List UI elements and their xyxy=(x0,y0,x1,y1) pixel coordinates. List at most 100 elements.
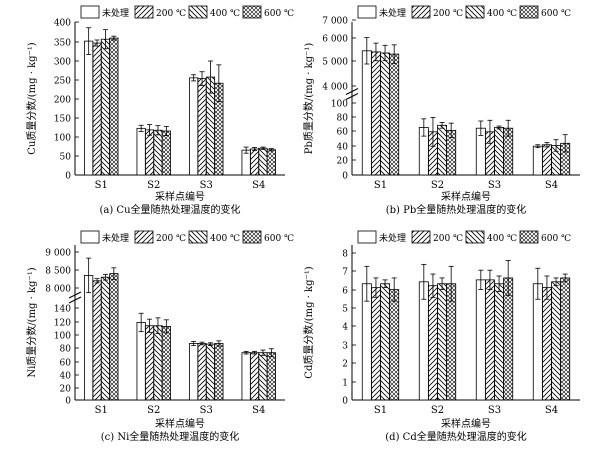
bar xyxy=(161,130,171,176)
legend-label: 200 ℃ xyxy=(156,9,186,19)
bar xyxy=(503,277,514,401)
x-axis-label: 采样点编号 xyxy=(155,190,205,203)
bar xyxy=(249,352,260,401)
x-tick-label: S2 xyxy=(431,180,444,191)
x-tick-label: S2 xyxy=(147,405,160,416)
chart-panel: 0 20 40 60 80 100 4 000 5 000 6 000 7 000 S1 S2 S3 S4… xyxy=(302,17,580,216)
x-tick-label: S4 xyxy=(545,180,558,191)
bar xyxy=(249,148,260,176)
bar xyxy=(100,276,111,401)
legend-swatch xyxy=(134,5,154,19)
y-tick-label: 0 xyxy=(65,397,71,407)
bar xyxy=(241,149,251,176)
y-tick-label: 120 xyxy=(54,319,71,329)
legend: 未处理 200 ℃ 400 ℃ 600 ℃ xyxy=(80,5,294,19)
bar xyxy=(484,279,495,401)
bar xyxy=(475,279,486,401)
legend-swatch xyxy=(519,5,539,19)
legend-label: 未处理 xyxy=(102,232,129,244)
y-axis-label: Cd质量分数/(mg · kg⁻¹) xyxy=(302,266,315,378)
bar xyxy=(109,37,119,176)
bar xyxy=(197,78,207,176)
y-tick-label: 150 xyxy=(54,115,71,125)
bar xyxy=(205,343,216,401)
bar xyxy=(92,280,102,401)
bar xyxy=(427,285,438,401)
bar xyxy=(144,129,155,176)
legend-swatch xyxy=(465,230,485,244)
y-tick-label: 6 xyxy=(342,287,348,297)
y-tick-label: 9 000 xyxy=(45,249,71,259)
bar xyxy=(541,287,552,401)
legend-label: 400 ℃ xyxy=(210,234,240,244)
legend-label: 600 ℃ xyxy=(541,9,571,19)
y-tick-label: 100 xyxy=(331,100,348,110)
x-tick-label: S4 xyxy=(545,405,558,416)
y-tick-label: 6 000 xyxy=(322,35,348,45)
bar xyxy=(380,283,391,401)
legend: 未处理 200 ℃ 400 ℃ 600 ℃ xyxy=(357,5,571,19)
x-tick-label: S3 xyxy=(488,180,501,191)
x-tick-label: S3 xyxy=(488,405,501,416)
y-tick-label: 80 xyxy=(60,345,72,355)
legend-swatch xyxy=(242,5,262,19)
legend-label: 200 ℃ xyxy=(433,234,463,244)
y-tick-label: 7 000 xyxy=(322,17,348,27)
legend-swatch xyxy=(357,230,377,244)
axis-break-mark xyxy=(68,291,82,299)
legend-label: 200 ℃ xyxy=(156,234,186,244)
bar xyxy=(266,149,276,176)
legend: 未处理 200 ℃ 400 ℃ 600 ℃ xyxy=(80,230,294,244)
x-tick-label: S4 xyxy=(252,405,265,416)
legend-label: 400 ℃ xyxy=(487,9,517,19)
bar xyxy=(189,343,199,401)
bar xyxy=(92,42,102,176)
bar xyxy=(389,289,400,401)
y-tick-label: 0 xyxy=(342,397,348,407)
y-tick-label: 3 xyxy=(342,342,348,352)
panel-caption: (a) Cu全量随热处理温度的变化 xyxy=(99,203,240,216)
legend-label: 600 ℃ xyxy=(264,234,294,244)
legend-label: 600 ℃ xyxy=(541,234,571,244)
y-tick-label: 60 xyxy=(60,359,72,369)
y-axis-label: Ni质量分数/(mg · kg⁻¹) xyxy=(25,267,38,377)
x-tick-label: S4 xyxy=(252,180,265,191)
y-tick-label: 8 500 xyxy=(45,267,71,277)
bar xyxy=(136,127,146,176)
legend-label: 600 ℃ xyxy=(264,9,294,19)
bar xyxy=(361,50,372,176)
y-tick-label: 2 xyxy=(342,360,348,370)
legend: 未处理 200 ℃ 400 ℃ 600 ℃ xyxy=(357,230,571,244)
chart-panel: 0 20 40 60 80 100 120 140 8 000 8 500 9 000 S1 S2 S3 S… xyxy=(25,245,285,443)
panel-caption: (c) Ni全量随热处理温度的变化 xyxy=(101,430,240,443)
bar xyxy=(84,274,94,401)
y-tick-label: 5 xyxy=(342,305,348,315)
legend-swatch xyxy=(188,5,208,19)
bar xyxy=(380,52,391,176)
y-tick-label: 4 xyxy=(342,323,348,333)
bar xyxy=(258,352,268,401)
bar xyxy=(100,38,111,176)
bar xyxy=(532,145,543,176)
x-axis-label: 采样点编号 xyxy=(155,417,205,430)
axis-break-mark xyxy=(345,88,359,95)
legend-swatch xyxy=(134,230,154,244)
x-axis-label: 采样点编号 xyxy=(441,417,491,430)
legend-swatch xyxy=(80,5,100,19)
y-tick-label: 80 xyxy=(337,114,349,124)
axis-break-mark xyxy=(345,93,359,100)
chart-panel: 0 50 100 150 200 250 300 350 400 S1 S2 S3 S4 Cu质量分数/(… xyxy=(25,19,285,216)
x-tick-label: S1 xyxy=(374,180,387,191)
bar xyxy=(241,352,251,401)
y-tick-label: 40 xyxy=(337,143,349,153)
y-tick-label: 200 xyxy=(54,96,71,106)
bar xyxy=(136,322,146,401)
legend-swatch xyxy=(188,230,208,244)
bar xyxy=(541,144,552,176)
legend-swatch xyxy=(80,230,100,244)
bar xyxy=(370,287,381,401)
bar xyxy=(494,283,505,401)
bar xyxy=(153,129,163,176)
y-tick-label: 1 xyxy=(342,379,348,389)
